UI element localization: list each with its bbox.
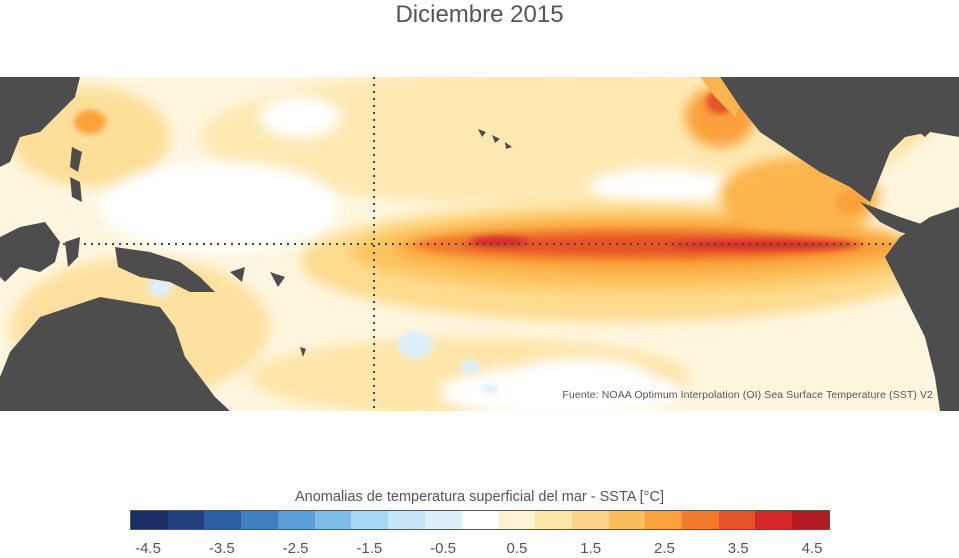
colorbar-ticks: -4.5 -3.5 -2.5 -1.5 -0.5 0.5 1.5 2.5 3.5 4.5: [130, 540, 830, 558]
colorbar-tick-label: -0.5: [430, 540, 457, 557]
colorbar: [130, 510, 830, 530]
colorbar-swatch: [277, 511, 315, 529]
colorbar-swatch: [792, 511, 829, 529]
colorbar-swatch: [608, 511, 646, 529]
colorbar-swatch: [571, 511, 609, 529]
colorbar-swatch: [351, 511, 389, 529]
colorbar-swatch: [682, 511, 719, 529]
colorbar-tick-label: 1.5: [580, 540, 602, 557]
land-masses: [0, 77, 959, 411]
colorbar-swatch: [498, 511, 536, 529]
colorbar-tick-label: -4.5: [135, 540, 161, 557]
colorbar-tick-label: 3.5: [727, 540, 749, 557]
colorbar-tick-label: -1.5: [356, 540, 383, 557]
colorbar-swatch: [204, 511, 242, 529]
colorbar-swatch: [424, 511, 462, 529]
colorbar-tick-label: -2.5: [282, 540, 309, 557]
colorbar-swatch: [241, 511, 278, 529]
ssta-map: [0, 77, 959, 411]
colorbar-tick-label: -3.5: [208, 540, 235, 557]
colorbar-swatch: [755, 511, 793, 529]
colorbar-tick-label: 4.5: [801, 540, 823, 557]
colorbar-swatch: [645, 511, 683, 529]
colorbar-swatch: [535, 511, 572, 529]
colorbar-swatch: [718, 511, 756, 529]
map-title: Diciembre 2015: [395, 1, 564, 28]
colorbar-swatch: [461, 511, 499, 529]
colorbar-swatch: [167, 511, 205, 529]
colorbar-swatch: [131, 511, 168, 529]
colorbar-swatch: [388, 511, 425, 529]
colorbar-tick-label: 2.5: [654, 540, 675, 557]
colorbar-tick-label: 0.5: [506, 540, 528, 557]
colorbar-swatch: [314, 511, 352, 529]
data-source-note: Fuente: NOAA Optimum Interpolation (OI) …: [562, 389, 933, 401]
colorbar-title: Anomalias de temperatura superficial del…: [295, 489, 664, 505]
